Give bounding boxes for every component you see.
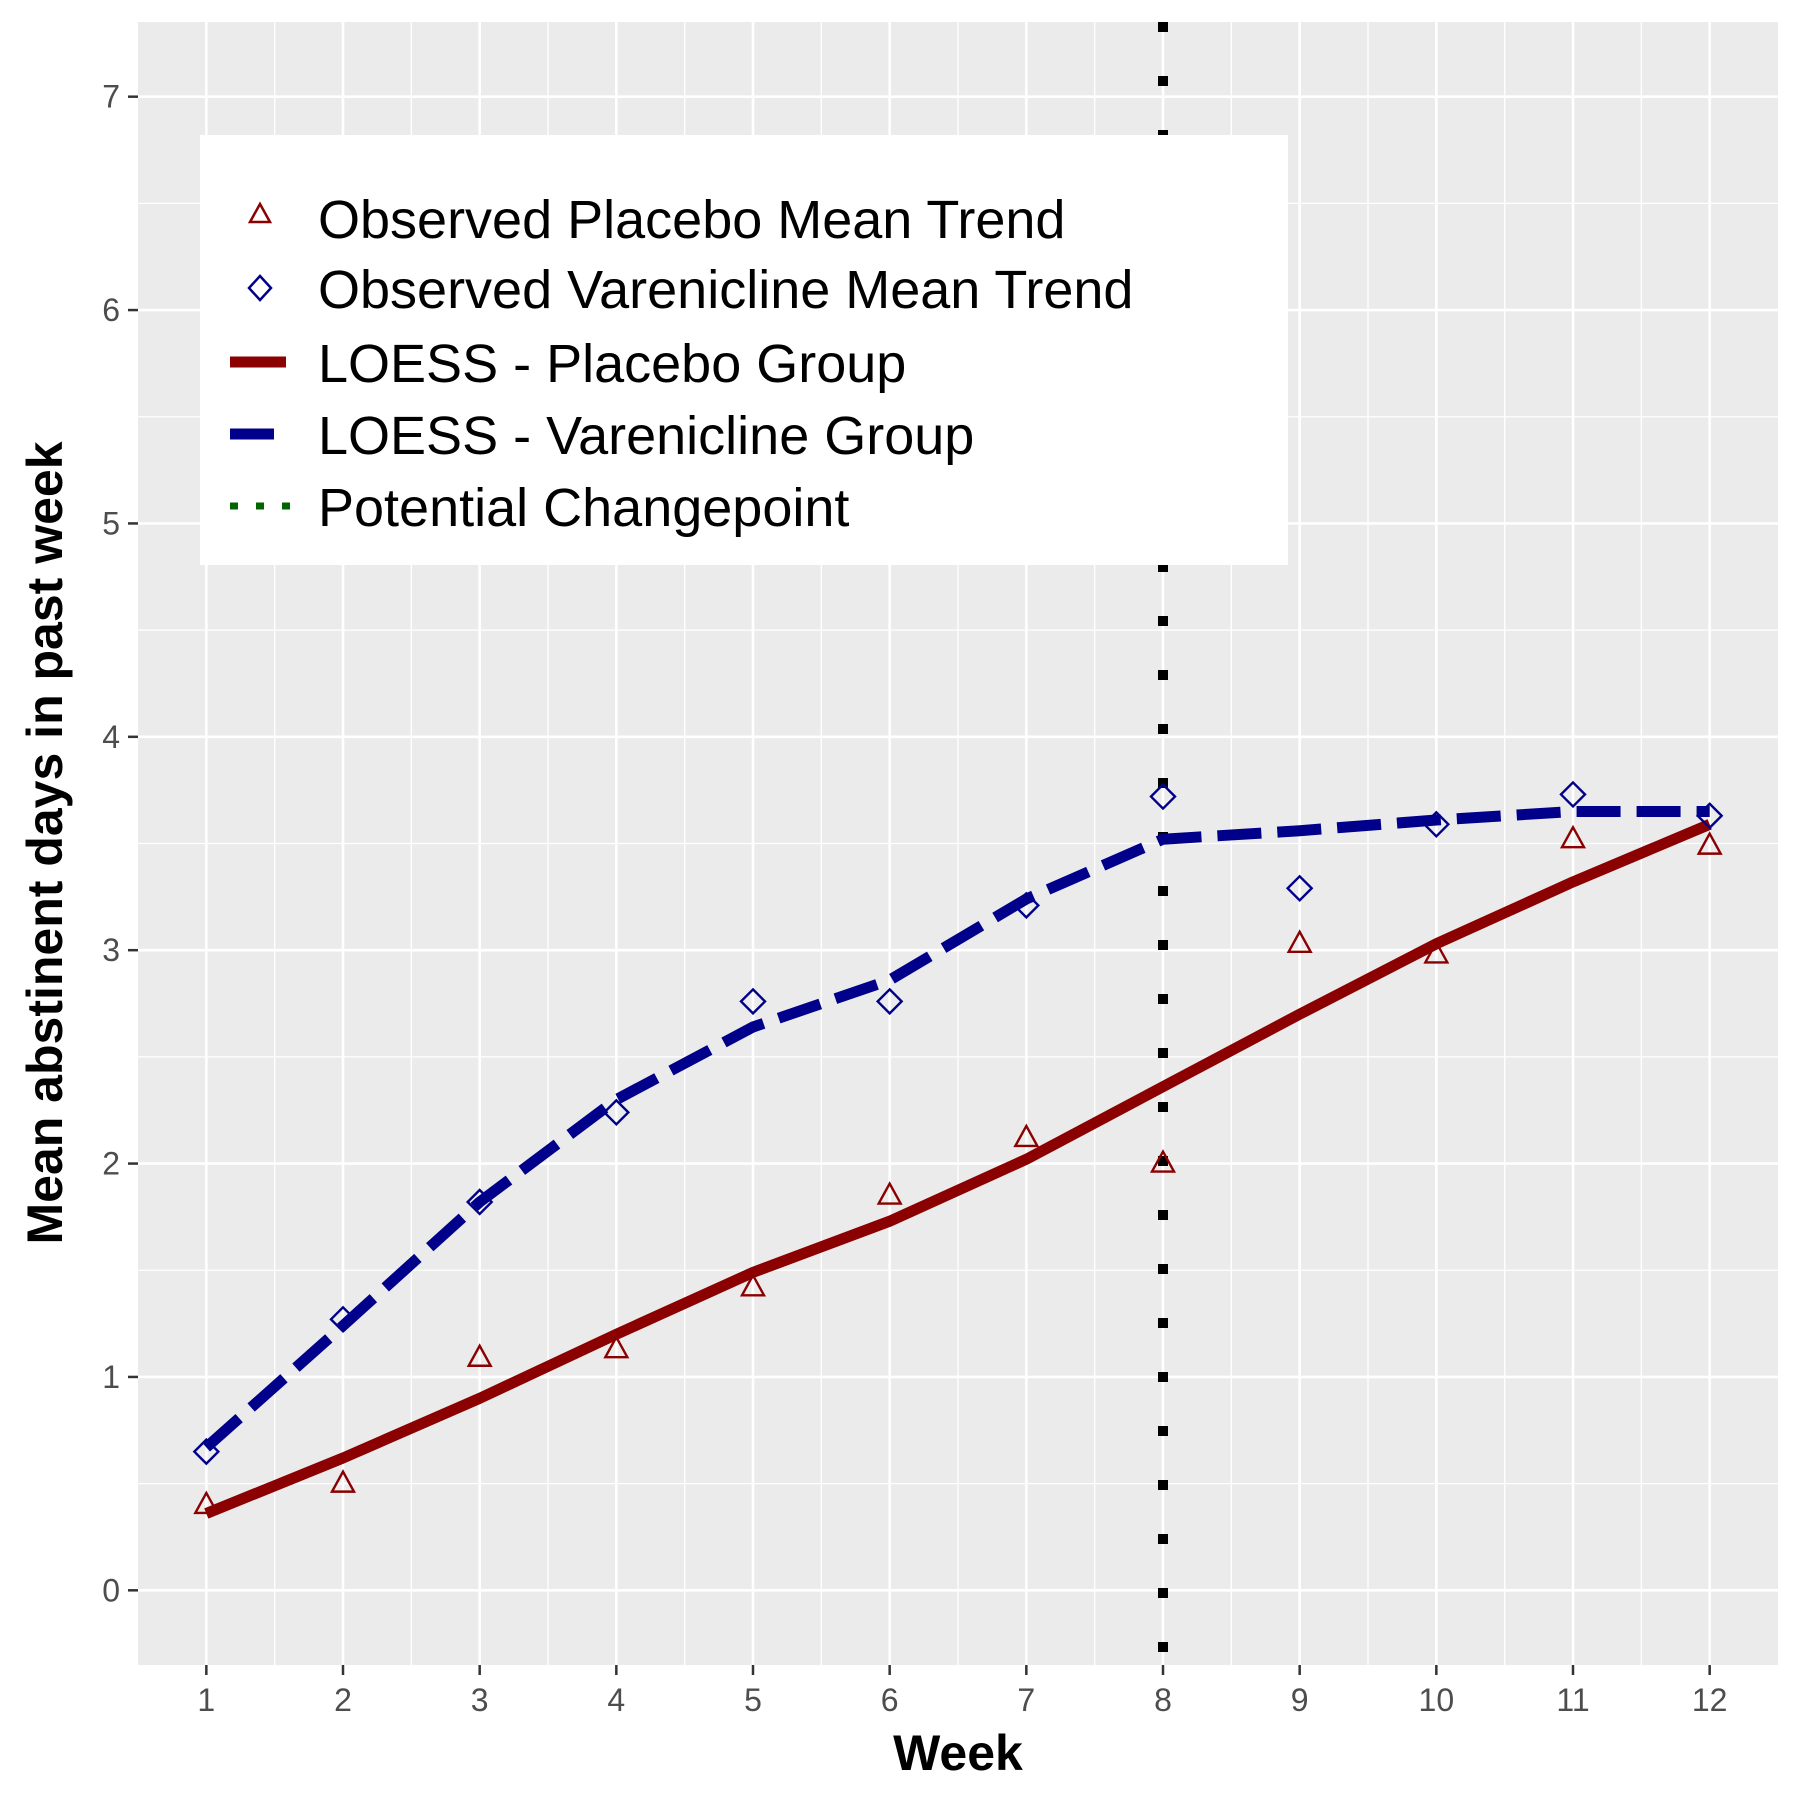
- placebo-point: [1423, 939, 1450, 964]
- loess-varenicline-line: [202, 806, 1710, 1452]
- y-tick-label: 0: [102, 1572, 120, 1608]
- x-tick-label: 10: [1419, 1682, 1455, 1718]
- x-tick-label: 3: [471, 1682, 489, 1718]
- grid-major: [138, 22, 1778, 1665]
- y-tick-label: 1: [102, 1359, 120, 1395]
- placebo-point: [1559, 824, 1587, 849]
- placebo-point: [329, 1469, 357, 1493]
- y-tick-label: 7: [102, 79, 120, 115]
- varenicline-point: [739, 987, 767, 1016]
- legend-triangle-icon: [247, 201, 273, 224]
- varenicline-point: [602, 1098, 631, 1127]
- placebo-point: [466, 1343, 493, 1367]
- varenicline-point: [192, 1437, 221, 1466]
- x-tick-label: 7: [1017, 1682, 1035, 1718]
- x-tick-label: 6: [881, 1682, 899, 1718]
- x-tick-label: 8: [1154, 1682, 1172, 1718]
- y-axis-title: Mean abstinent days in past week: [17, 441, 73, 1244]
- x-tick-label: 9: [1291, 1682, 1309, 1718]
- varenicline-point: [1695, 802, 1724, 830]
- placebo-point: [1286, 929, 1313, 953]
- varenicline-point: [1285, 874, 1314, 903]
- legend-label-changepoint: Potential Changepoint: [318, 478, 849, 538]
- legend-label-loess-varenicline: LOESS - Varenicline Group: [318, 406, 974, 466]
- observed-points: [192, 780, 1724, 1515]
- x-tick-label: 11: [1556, 1682, 1589, 1718]
- legend: Observed Placebo Mean Trend Observed Var…: [200, 135, 1288, 565]
- x-axis-title: Week: [893, 1725, 1023, 1781]
- placebo-point: [876, 1181, 903, 1205]
- y-tick-label: 4: [102, 719, 120, 755]
- placebo-point: [1696, 831, 1723, 855]
- y-tick-label: 6: [102, 292, 120, 328]
- varenicline-point: [465, 1188, 494, 1216]
- varenicline-point: [875, 987, 904, 1016]
- placebo-point: [739, 1272, 767, 1297]
- loess-placebo-line: [204, 819, 1712, 1519]
- placebo-point: [1013, 1123, 1040, 1148]
- y-axis: 0 1 2 3 4 5 6 7: [102, 79, 138, 1608]
- varenicline-point: [1422, 810, 1451, 838]
- y-tick-label: 2: [102, 1146, 120, 1182]
- varenicline-point: [1149, 782, 1177, 811]
- legend-label-loess-placebo: LOESS - Placebo Group: [318, 334, 906, 394]
- y-tick-label: 5: [102, 505, 120, 541]
- loess-lines: [202, 806, 1712, 1519]
- placebo-point: [1149, 1149, 1177, 1173]
- x-tick-label: 1: [197, 1682, 215, 1718]
- legend-diamond-icon: [247, 274, 273, 302]
- placebo-point: [603, 1334, 630, 1359]
- x-tick-label: 4: [607, 1682, 625, 1718]
- legend-box: [200, 135, 1288, 565]
- varenicline-point: [1012, 891, 1041, 920]
- varenicline-point: [329, 1305, 357, 1334]
- x-tick-label: 2: [334, 1682, 352, 1718]
- x-tick-label: 5: [744, 1682, 762, 1718]
- varenicline-point: [1559, 780, 1587, 809]
- x-tick-label: 12: [1692, 1682, 1728, 1718]
- x-axis: 1 2 3 4 5 6 7 8 9 10 11 12: [197, 1665, 1727, 1718]
- legend-label-observed-varenicline: Observed Varenicline Mean Trend: [318, 260, 1133, 320]
- legend-label-observed-placebo: Observed Placebo Mean Trend: [318, 190, 1065, 250]
- placebo-point: [193, 1490, 220, 1515]
- y-tick-label: 3: [102, 932, 120, 968]
